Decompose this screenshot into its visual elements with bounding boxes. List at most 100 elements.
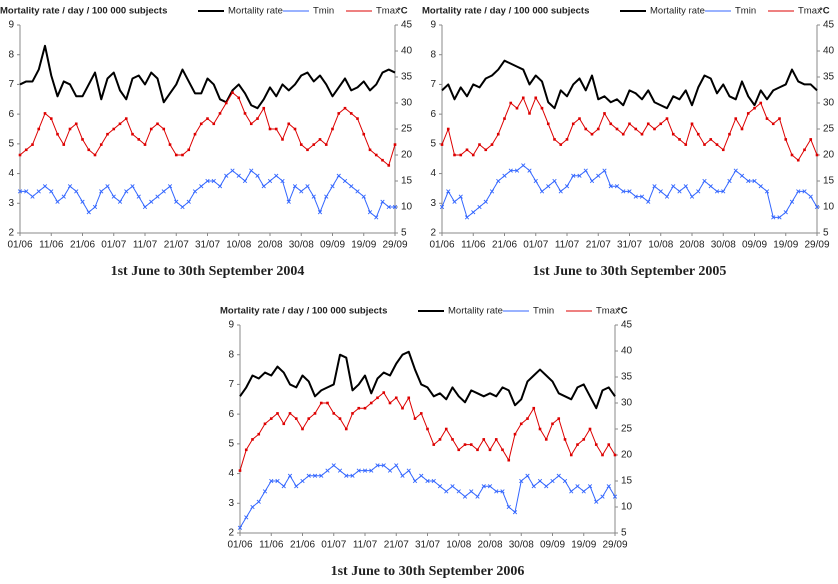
y-tick-label: 4 bbox=[8, 168, 14, 179]
marker bbox=[363, 406, 367, 410]
marker bbox=[380, 199, 385, 204]
marker bbox=[583, 168, 588, 173]
marker bbox=[299, 189, 304, 194]
x-tick-label: 01/07 bbox=[101, 240, 126, 251]
marker bbox=[267, 178, 273, 184]
marker bbox=[331, 463, 336, 468]
x-tick-label: 31/07 bbox=[195, 240, 220, 251]
marker bbox=[789, 199, 795, 204]
marker bbox=[106, 132, 109, 136]
marker bbox=[759, 101, 763, 105]
marker bbox=[709, 138, 713, 141]
marker bbox=[727, 178, 732, 184]
marker bbox=[425, 478, 430, 484]
x-tick-label: 10/08 bbox=[446, 540, 471, 551]
marker bbox=[496, 178, 501, 184]
marker bbox=[268, 127, 272, 131]
series-line bbox=[239, 392, 616, 471]
marker bbox=[281, 484, 286, 489]
marker bbox=[168, 143, 172, 146]
marker bbox=[525, 473, 530, 478]
marker bbox=[689, 194, 695, 199]
marker bbox=[481, 484, 486, 489]
y2-tick-label: 10 bbox=[823, 202, 835, 213]
marker bbox=[438, 438, 442, 441]
marker bbox=[521, 96, 525, 100]
y-tick-label: 3 bbox=[8, 198, 14, 209]
marker bbox=[249, 168, 254, 173]
y2-axis-label: °C bbox=[397, 6, 408, 17]
marker bbox=[249, 122, 253, 126]
marker bbox=[243, 112, 247, 115]
marker bbox=[534, 96, 538, 100]
marker bbox=[186, 199, 191, 204]
marker bbox=[758, 184, 763, 189]
marker bbox=[294, 484, 299, 489]
marker bbox=[426, 427, 429, 431]
marker bbox=[275, 478, 280, 484]
marker bbox=[68, 127, 72, 131]
marker bbox=[256, 117, 259, 120]
marker bbox=[230, 168, 235, 173]
marker bbox=[519, 478, 524, 484]
marker bbox=[431, 478, 436, 484]
marker bbox=[802, 189, 807, 194]
marker bbox=[288, 412, 292, 415]
marker bbox=[306, 148, 309, 152]
marker bbox=[628, 122, 631, 126]
marker bbox=[502, 173, 507, 178]
series-line bbox=[19, 44, 396, 110]
marker bbox=[37, 127, 41, 131]
marker bbox=[224, 173, 229, 178]
y-tick-label: 3 bbox=[430, 198, 436, 209]
y-axis-label: Mortality rate / day / 100 000 subjects bbox=[0, 6, 167, 17]
marker bbox=[305, 184, 310, 189]
y-tick-label: 5 bbox=[8, 138, 14, 149]
marker bbox=[621, 132, 625, 136]
marker bbox=[156, 122, 159, 126]
marker bbox=[582, 438, 586, 441]
marker bbox=[721, 148, 725, 152]
marker bbox=[665, 117, 669, 120]
marker bbox=[374, 153, 378, 157]
marker bbox=[476, 448, 479, 452]
marker bbox=[652, 184, 657, 189]
marker bbox=[276, 412, 279, 415]
marker bbox=[506, 504, 511, 510]
marker bbox=[544, 484, 549, 489]
marker bbox=[261, 184, 266, 189]
marker bbox=[342, 178, 348, 184]
marker bbox=[596, 173, 601, 178]
marker bbox=[369, 468, 374, 473]
y2-tick-label: 30 bbox=[823, 98, 835, 109]
marker bbox=[17, 189, 23, 194]
marker bbox=[752, 178, 757, 184]
marker bbox=[469, 443, 473, 446]
marker bbox=[361, 194, 366, 199]
marker bbox=[509, 101, 513, 105]
marker bbox=[446, 127, 450, 131]
marker bbox=[356, 117, 359, 120]
marker bbox=[544, 438, 548, 441]
marker bbox=[507, 458, 511, 462]
marker bbox=[174, 199, 179, 204]
y-axis-label: Mortality rate / day / 100 000 subjects bbox=[422, 6, 589, 17]
marker bbox=[99, 189, 104, 194]
marker bbox=[269, 478, 274, 484]
marker bbox=[117, 199, 123, 204]
marker bbox=[465, 148, 469, 152]
marker bbox=[332, 412, 336, 415]
x-tick-label: 11/06 bbox=[259, 540, 284, 551]
marker bbox=[790, 153, 794, 157]
marker bbox=[400, 473, 405, 478]
marker bbox=[696, 132, 700, 136]
marker bbox=[614, 184, 620, 189]
y2-axis-label: °C bbox=[617, 306, 628, 317]
marker bbox=[36, 189, 41, 194]
marker bbox=[596, 127, 600, 131]
y-tick-label: 4 bbox=[430, 168, 436, 179]
marker bbox=[714, 189, 720, 194]
marker bbox=[105, 184, 110, 189]
